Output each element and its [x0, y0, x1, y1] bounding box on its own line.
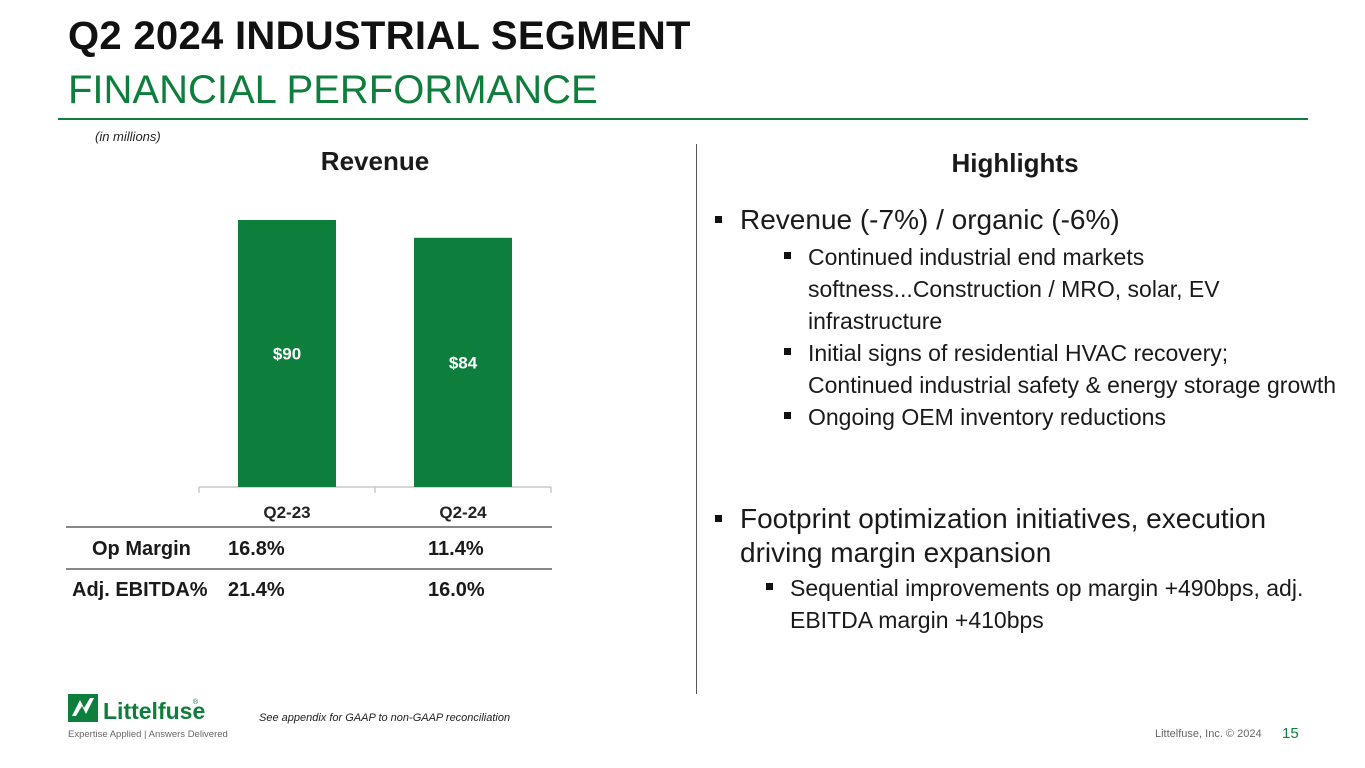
littelfuse-logo: Littelfuse ® — [68, 694, 205, 724]
sub-bullet: Continued industrial end markets softnes… — [784, 241, 1338, 337]
gaap-footnote: See appendix for GAAP to non-GAAP reconc… — [259, 712, 511, 724]
slide-subtitle: FINANCIAL PERFORMANCE — [68, 68, 598, 112]
bar-value-label-q2-24: $84 — [449, 353, 478, 372]
category-label-q2-23: Q2-23 — [263, 503, 310, 522]
page-number: 15 — [1282, 725, 1299, 742]
row-label-op-margin: Op Margin — [92, 538, 191, 560]
copyright: Littelfuse, Inc. © 2024 — [1155, 728, 1262, 740]
sub-bullet: Ongoing OEM inventory reductions — [784, 401, 1338, 433]
revenue-heading: Revenue — [320, 146, 430, 176]
highlights-group-2: Footprint optimization initiatives, exec… — [715, 502, 1330, 570]
bar-value-label-q2-23: $90 — [273, 345, 301, 364]
table-rule — [66, 568, 552, 570]
logo-bolt-icon — [72, 698, 94, 716]
bullet-square-icon — [784, 412, 791, 419]
logo-wordmark: Littelfuse — [103, 698, 205, 724]
bullet-square-icon — [784, 348, 791, 355]
highlights-group-1: Revenue (-7%) / organic (-6%) — [715, 203, 1330, 237]
adj-ebitda-q2-24: 16.0% — [428, 579, 485, 601]
adj-ebitda-q2-23: 21.4% — [228, 579, 285, 601]
slide-title: Q2 2024 INDUSTRIAL SEGMENT — [68, 14, 691, 58]
bullet-revenue: Revenue (-7%) / organic (-6%) — [715, 203, 1330, 237]
bullet-footprint: Footprint optimization initiatives, exec… — [715, 502, 1330, 570]
units-note: (in millions) — [95, 129, 161, 144]
title-divider — [58, 118, 1308, 120]
op-margin-q2-23: 16.8% — [228, 538, 285, 560]
sub-bullet: Sequential improvements op margin +490bp… — [766, 572, 1340, 636]
revenue-bar-chart: $90 $84 Q2-23 Q2-24 — [198, 220, 552, 522]
highlights-group-1-subbullets: Continued industrial end markets softnes… — [784, 241, 1338, 433]
highlights-group-2-subbullets: Sequential improvements op margin +490bp… — [766, 572, 1340, 636]
logo-tagline: Expertise Applied | Answers Delivered — [68, 729, 228, 740]
bar-q2-23 — [238, 220, 336, 487]
bar-q2-24 — [414, 237, 512, 487]
table-rule — [66, 526, 552, 528]
section-divider — [696, 144, 697, 694]
svg-text:®: ® — [193, 698, 199, 706]
bullet-square-icon — [784, 252, 791, 259]
bullet-square-icon — [766, 583, 773, 590]
bullet-square-icon — [715, 216, 722, 223]
row-label-adj-ebitda: Adj. EBITDA% — [72, 579, 208, 601]
bullet-square-icon — [715, 515, 722, 522]
op-margin-q2-24: 11.4% — [428, 538, 484, 560]
sub-bullet: Initial signs of residential HVAC recove… — [784, 337, 1338, 401]
highlights-heading: Highlights — [951, 148, 1079, 178]
category-label-q2-24: Q2-24 — [439, 503, 487, 522]
